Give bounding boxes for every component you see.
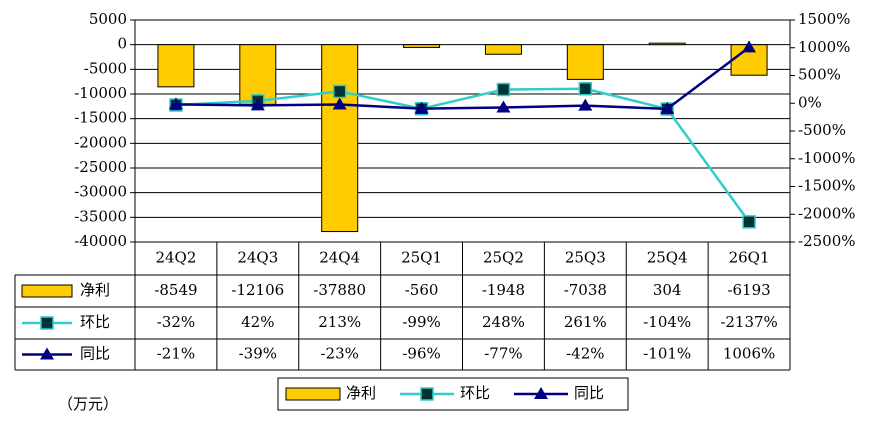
y-tick-label: -25000 [74, 158, 127, 176]
table-cell: -99% [402, 313, 440, 331]
y-tick-label: -10000 [74, 84, 127, 102]
table-cell: -1948 [482, 281, 525, 299]
line-marker [496, 82, 511, 97]
x-tick-label: 25Q4 [647, 249, 688, 267]
bar [484, 44, 522, 55]
x-tick-label: 24Q4 [319, 249, 360, 267]
y-tick-label: -20000 [74, 133, 127, 151]
y-tick-label: 5000 [89, 10, 127, 28]
y2-tick-label: -1500% [798, 177, 856, 195]
y2-tick-label: 1500% [798, 10, 850, 28]
table-cell: 304 [653, 281, 682, 299]
y2-tick-label: 1000% [798, 38, 850, 56]
legend-key-marker [534, 387, 548, 399]
legend-label: 净利 [346, 384, 376, 402]
table-cell: -37880 [313, 281, 366, 299]
line-marker [742, 215, 756, 229]
table-cell: -8549 [154, 281, 197, 299]
bar [321, 44, 359, 233]
legend-box [277, 377, 629, 411]
y2-tick-label: 500% [798, 66, 841, 84]
table-cell: -6193 [727, 281, 770, 299]
line-marker [332, 97, 347, 110]
table-legend-key-marker [40, 347, 54, 360]
x-tick-label: 24Q3 [237, 249, 278, 267]
table-cell: 248% [482, 313, 525, 331]
y2-tick-label: -1000% [798, 149, 856, 167]
legend-key [285, 387, 341, 401]
y-tick-label: -30000 [74, 183, 127, 201]
line-marker [578, 98, 593, 111]
table-legend-label: 环比 [80, 313, 110, 331]
table-cell: 42% [241, 313, 274, 331]
line-marker [578, 82, 593, 96]
y-tick-label: 0 [117, 35, 127, 53]
table-cell: -21% [157, 345, 195, 363]
bar [648, 42, 686, 46]
table-cell: -12106 [231, 281, 284, 299]
line [175, 46, 750, 111]
table-legend-label: 净利 [80, 281, 110, 299]
x-tick-label: 25Q2 [483, 249, 524, 267]
bar [566, 44, 604, 80]
unit-note: （万元） [58, 395, 118, 413]
y2-tick-label: -2000% [798, 204, 856, 222]
line-marker [414, 101, 429, 114]
y-tick-label: -35000 [74, 207, 127, 225]
table-cell: -104% [643, 313, 691, 331]
table-cell: -560 [405, 281, 439, 299]
table-cell: -101% [643, 345, 691, 363]
table-cell: -32% [157, 313, 195, 331]
table-cell: -39% [239, 345, 277, 363]
table-legend-key-marker [40, 316, 54, 330]
y-tick-label: -40000 [74, 232, 127, 250]
legend-key-marker [420, 387, 434, 401]
line-marker [742, 40, 757, 53]
bar [157, 44, 195, 88]
table-cell: -2137% [720, 313, 778, 331]
x-tick-label: 25Q1 [401, 249, 442, 267]
line-marker [250, 98, 265, 111]
table-cell: 213% [318, 313, 361, 331]
line-marker [496, 100, 511, 113]
table-cell: -7038 [564, 281, 607, 299]
table-cell: 261% [564, 313, 607, 331]
legend-label: 同比 [574, 384, 604, 402]
line-marker [332, 84, 347, 99]
line-marker [660, 101, 675, 114]
y-tick-label: -5000 [84, 59, 127, 77]
bar [403, 44, 441, 48]
y2-tick-label: 0% [798, 93, 822, 111]
y2-tick-label: -500% [798, 121, 846, 139]
table-legend-label: 同比 [80, 345, 110, 363]
y-tick-label: -15000 [74, 109, 127, 127]
table-cell: -42% [566, 345, 604, 363]
x-tick-label: 26Q1 [729, 249, 770, 267]
table-cell: -23% [320, 345, 358, 363]
line [175, 87, 751, 223]
y2-tick-label: -2500% [798, 232, 856, 250]
line-marker [168, 97, 183, 110]
table-cell: -77% [484, 345, 522, 363]
legend-label: 环比 [460, 384, 490, 402]
table-legend-key [21, 284, 73, 298]
x-tick-label: 25Q3 [565, 249, 606, 267]
table-cell: -96% [402, 345, 440, 363]
x-tick-label: 24Q2 [155, 249, 196, 267]
table-cell: 1006% [723, 345, 775, 363]
